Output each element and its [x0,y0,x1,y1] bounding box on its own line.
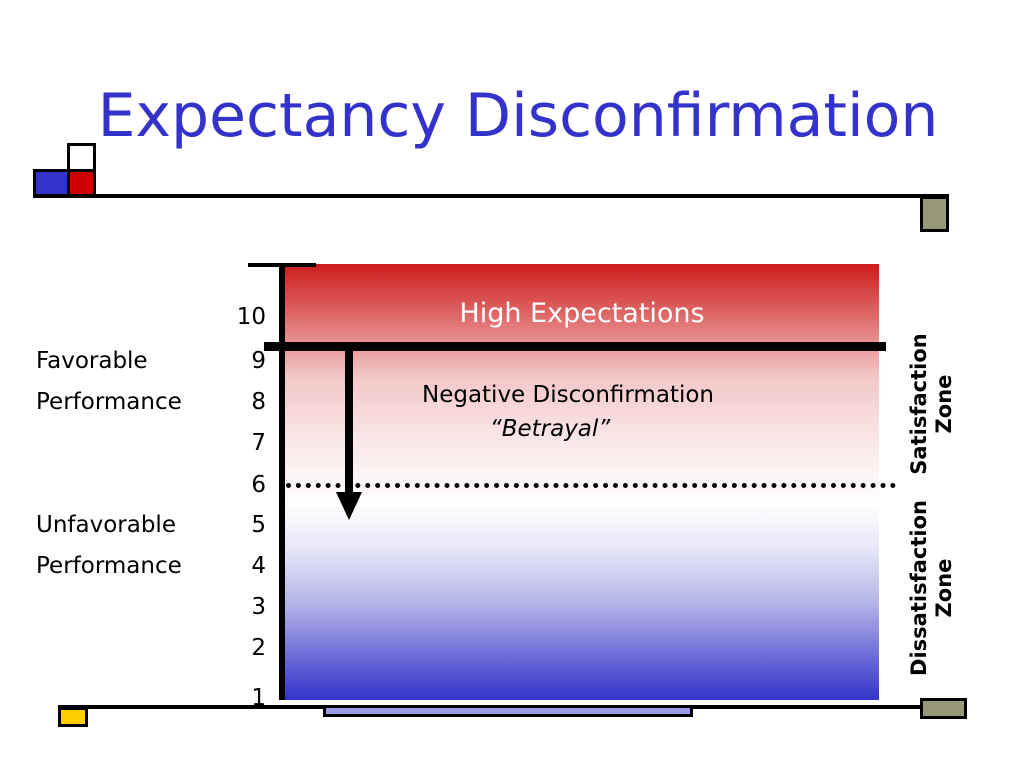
unfavorable-label: Unfavorable [36,512,176,538]
decor-dash [727,705,793,709]
top-rule [33,194,949,198]
tick-label-7: 7 [251,430,266,456]
tick-label-1: 1 [251,685,266,711]
slide-title: Expectancy Disconfirmation [97,81,939,151]
disconfirmation-arrow [336,346,362,520]
tick-label-2: 2 [251,635,266,661]
tick-label-8: 8 [251,389,266,415]
tick-label-3: 3 [251,594,266,620]
expectation-line [264,342,886,351]
favorable-performance-label: Performance [36,389,182,415]
negative-disconfirmation-label: Negative Disconfirmation [421,382,714,408]
tick-label-4: 4 [251,553,266,579]
decor-square-blue [33,169,70,197]
tick-label-6: 6 [251,472,266,498]
satisfaction-zone-line2: Zone [932,374,956,434]
satisfaction-zone-line1: Satisfaction [907,333,931,475]
decor-square-white [67,143,96,172]
decor-square-olive-top [920,196,949,232]
decor-square-yellow [58,707,88,727]
dissatisfaction-zone-label: Dissatisfaction Zone [907,500,957,676]
expectation-gradient-area [284,264,879,700]
decor-square-olive-bottom [920,698,967,719]
decor-square-red [67,169,96,197]
dissatisfaction-zone-line2: Zone [932,558,956,618]
unfavorable-performance-label: Performance [36,553,182,579]
high-expectations-label: High Expectations [459,298,705,329]
tick-label-10: 10 [236,304,266,330]
tick-label-9: 9 [251,348,266,374]
decor-bar-lavender [323,705,693,717]
dissatisfaction-zone-line1: Dissatisfaction [907,500,931,676]
betrayal-label: “Betrayal” [489,416,611,442]
favorable-label: Favorable [36,348,148,374]
axis-top-cap [248,263,316,267]
vertical-axis [279,265,285,700]
satisfaction-zone-label: Satisfaction Zone [907,333,957,474]
satisfaction-threshold-line [286,483,896,488]
tick-label-5: 5 [251,512,266,538]
